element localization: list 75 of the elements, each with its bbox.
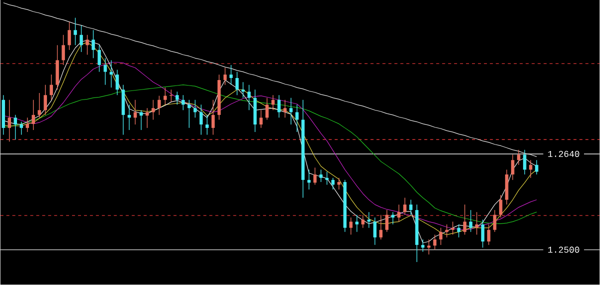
- candlestick: [463, 204, 466, 236]
- candlestick: [475, 212, 478, 236]
- candlestick: [146, 108, 149, 128]
- candlestick: [517, 150, 520, 166]
- candlestick: [349, 217, 353, 236]
- candlestick: [104, 58, 107, 86]
- candlestick: [140, 110, 143, 131]
- candlestick: [74, 18, 77, 46]
- candlestick: [229, 64, 233, 86]
- candlestick: [223, 68, 227, 86]
- candlestick: [176, 92, 179, 106]
- candlestick: [439, 228, 442, 246]
- candlestick: [68, 22, 71, 50]
- candlestick: [295, 104, 299, 133]
- candlestick: [20, 122, 23, 136]
- candlestick: [427, 239, 430, 256]
- candlestick: [403, 198, 406, 216]
- candlestick: [499, 194, 502, 218]
- candlestick: [182, 94, 185, 111]
- candlestick: [259, 110, 263, 128]
- candlestick: [50, 74, 53, 100]
- candlestick: [265, 98, 269, 120]
- candlestick: [128, 104, 131, 131]
- candlestick: [188, 100, 191, 128]
- y-tick-label: 1.2500: [548, 246, 580, 253]
- candlestick: [481, 219, 484, 248]
- candlestick: [529, 160, 532, 178]
- candlestick: [361, 214, 365, 228]
- candlestick: [206, 114, 209, 136]
- candlestick: [200, 104, 203, 136]
- candlestick: [80, 25, 83, 53]
- candlestick: [86, 34, 89, 56]
- candlestick: [469, 210, 472, 232]
- candlestick: [44, 84, 47, 116]
- candlestick: [277, 94, 281, 118]
- candlestick: [134, 100, 137, 126]
- candlestick: [433, 234, 436, 250]
- candlestick: [170, 89, 173, 102]
- candlestick: [92, 30, 95, 59]
- candlestick: [535, 160, 538, 175]
- candlestick: [32, 100, 35, 131]
- candlestick: [523, 150, 526, 175]
- candlestick: [451, 222, 454, 236]
- candlestick: [26, 118, 29, 133]
- candlestick: [409, 200, 412, 216]
- candlestick: [98, 44, 101, 72]
- y-tick-label: 1.2640: [548, 151, 580, 158]
- candlestick: [247, 84, 251, 111]
- candlestick: [110, 60, 113, 88]
- candlestick: [445, 224, 448, 238]
- candlestick: [8, 100, 12, 142]
- candlestick: [313, 167, 317, 186]
- candlestick: [487, 224, 490, 246]
- candlestick: [355, 214, 359, 232]
- candlestick: [152, 100, 155, 120]
- candlestick: [379, 214, 383, 240]
- candlestick: [283, 100, 287, 118]
- candlestick: [14, 114, 18, 140]
- candlestick: [511, 154, 514, 180]
- candlestick: [38, 92, 41, 118]
- candlestick: [212, 100, 215, 136]
- candlestick: [373, 217, 377, 246]
- candlestick: [319, 170, 323, 183]
- candlestick: [493, 210, 496, 232]
- candlestick: [385, 210, 388, 232]
- candlestick: [235, 72, 239, 96]
- candlestick: [397, 204, 400, 222]
- candlestick: [421, 239, 424, 252]
- candlestick: [158, 96, 161, 116]
- candlestick: [194, 100, 197, 118]
- candlestick: [62, 34, 65, 66]
- candlestick: [457, 224, 460, 238]
- candlestick: [289, 98, 293, 126]
- candlestick: [164, 87, 167, 106]
- candlestick: [116, 70, 119, 96]
